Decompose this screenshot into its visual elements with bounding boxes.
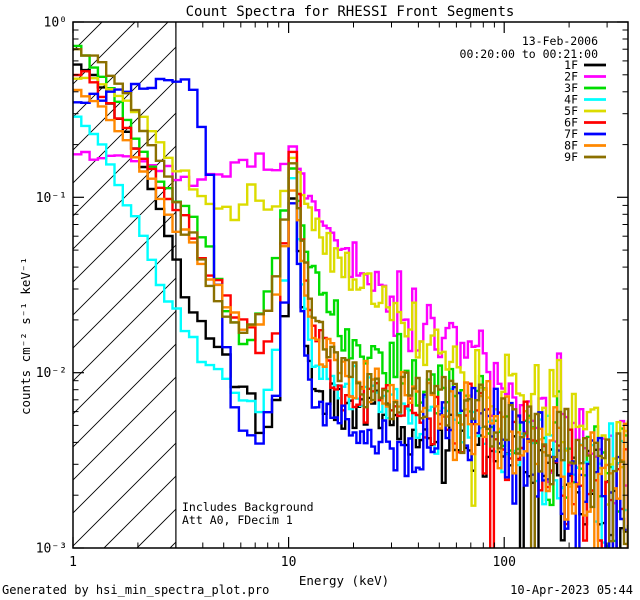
legend-label: 4F	[564, 93, 578, 107]
x-tick-label: 1	[69, 555, 77, 570]
legend-entry-5F: 5F	[564, 104, 606, 118]
plot-area: 1 10 100 10⁰ 10⁻¹ 10⁻² 10⁻³	[36, 16, 629, 570]
x-tick-label: 100	[492, 555, 515, 570]
legend-label: 1F	[564, 58, 578, 72]
spectrum-curve-9F	[73, 48, 628, 548]
legend-entry-6F: 6F	[564, 116, 606, 130]
spectrum-curve-2F	[73, 145, 628, 548]
annotation-attenuator-state: Att A0, FDecim 1	[182, 513, 293, 527]
legend-entry-7F: 7F	[564, 127, 606, 141]
spectrum-curve-5F	[73, 76, 628, 507]
legend-entry-1F: 1F	[564, 58, 606, 72]
legend-entry-2F: 2F	[564, 70, 606, 84]
legend-label: 9F	[564, 150, 578, 164]
x-tick-label: 10	[281, 555, 297, 570]
legend-label: 2F	[564, 70, 578, 84]
y-tick-label: 10⁻¹	[36, 191, 67, 206]
y-tick-label: 10⁰	[44, 16, 67, 31]
legend-label: 3F	[564, 81, 578, 95]
spectrum-curve-1F	[73, 63, 628, 548]
y-tick-label: 10⁻³	[36, 542, 67, 557]
legend-label: 7F	[564, 127, 578, 141]
spectra-curves	[73, 44, 628, 548]
legend-label: 8F	[564, 139, 578, 153]
y-tick-label: 10⁻²	[36, 366, 67, 381]
legend-time-range: 00:20:00 to 00:21:00	[460, 47, 599, 61]
legend-date: 13-Feb-2006	[522, 34, 598, 48]
y-axis-label: counts cm⁻² s⁻¹ keV⁻¹	[18, 257, 33, 415]
legend-entry-9F: 9F	[564, 150, 606, 164]
annotation-includes-background: Includes Background	[182, 500, 314, 514]
legend-entry-3F: 3F	[564, 81, 606, 95]
footer-render-timestamp: 10-Apr-2023 05:44	[510, 583, 633, 597]
legend-label: 5F	[564, 104, 578, 118]
footer-generator: Generated by hsi_min_spectra_plot.pro	[2, 583, 269, 597]
x-axis-label: Energy (keV)	[299, 573, 389, 588]
legend-label: 6F	[564, 116, 578, 130]
legend-entry-8F: 8F	[564, 139, 606, 153]
legend-entry-4F: 4F	[564, 93, 606, 107]
plot-frame	[72, 21, 629, 549]
chart-title: Count Spectra for RHESSI Front Segments	[186, 4, 515, 20]
